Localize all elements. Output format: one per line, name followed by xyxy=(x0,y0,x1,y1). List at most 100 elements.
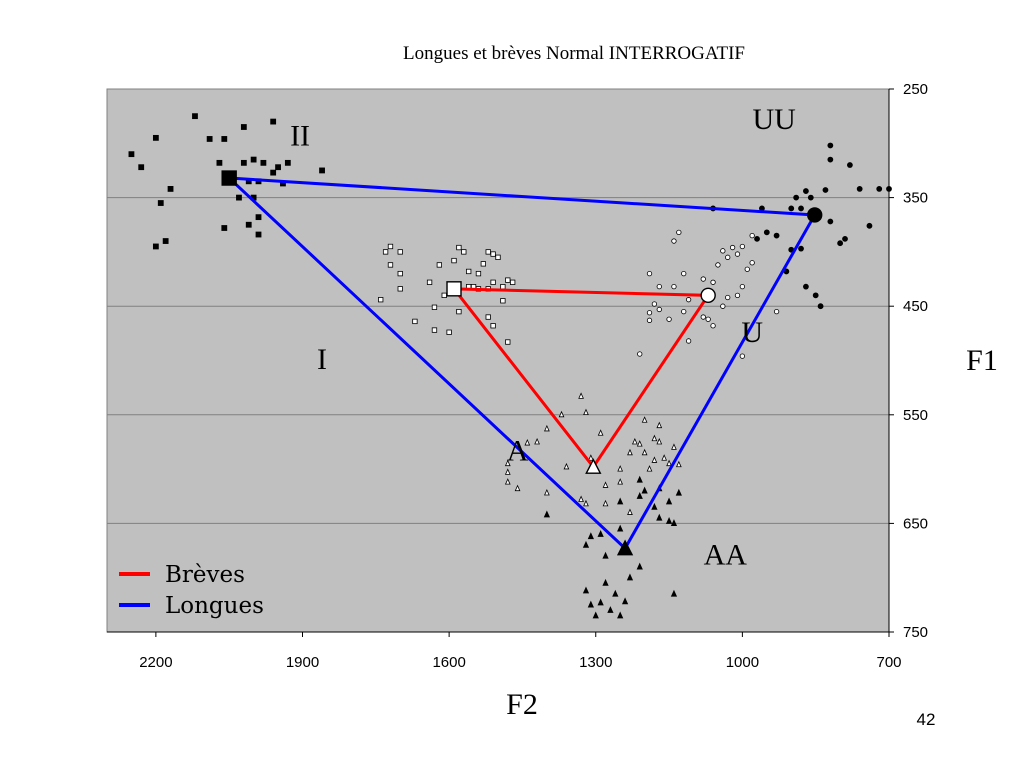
point-u-19 xyxy=(681,308,687,315)
point-uu-1 xyxy=(827,156,834,163)
point-u-5 xyxy=(739,243,746,250)
y-tick-label-350: 350 xyxy=(903,190,928,207)
point-aa-2 xyxy=(597,530,604,537)
point-u-16 xyxy=(656,284,662,290)
point-i-36 xyxy=(500,298,506,304)
point-i-30 xyxy=(485,314,491,320)
point-uu-15 xyxy=(788,205,795,212)
y-tick-label-550: 550 xyxy=(903,407,928,424)
point-a-34 xyxy=(563,462,570,470)
point-ii-24 xyxy=(245,221,252,228)
mean-marker-aa xyxy=(616,539,634,556)
point-i-2 xyxy=(397,249,403,255)
x-tick-label-1000: 1000 xyxy=(726,654,759,671)
point-i-32 xyxy=(412,318,418,325)
point-u-26 xyxy=(720,303,726,309)
point-ii-21 xyxy=(236,194,242,201)
mean-marker-uu xyxy=(807,207,823,223)
point-a-22 xyxy=(578,495,584,502)
point-aa-11 xyxy=(587,600,594,608)
point-a-35 xyxy=(617,465,624,472)
point-uu-12 xyxy=(773,232,780,239)
point-i-35 xyxy=(505,339,511,345)
point-a-4 xyxy=(534,437,540,445)
point-a-5 xyxy=(524,439,531,446)
point-a-2 xyxy=(558,410,565,418)
point-aa-25 xyxy=(636,475,643,483)
point-u-34 xyxy=(773,308,780,315)
axes xyxy=(107,88,894,637)
point-aa-4 xyxy=(582,540,590,548)
point-a-21 xyxy=(544,488,550,496)
point-a-0 xyxy=(578,392,584,399)
point-ii-1 xyxy=(128,151,135,158)
x-tick-label-1300: 1300 xyxy=(579,654,612,671)
point-ii-5 xyxy=(192,113,198,120)
point-u-17 xyxy=(651,301,658,307)
point-u-31 xyxy=(685,338,692,344)
y-axis-title: F1 xyxy=(966,344,998,377)
point-i-31 xyxy=(490,323,496,329)
point-a-1 xyxy=(583,408,589,416)
point-ii-9 xyxy=(216,159,223,166)
point-a-23 xyxy=(583,499,589,507)
point-aa-9 xyxy=(612,589,619,597)
mean-markers xyxy=(221,170,823,556)
polygon-brèves xyxy=(450,287,711,470)
point-a-17 xyxy=(675,460,682,468)
mean-marker-ii xyxy=(221,170,237,186)
point-ii-27 xyxy=(152,243,159,250)
point-i-0 xyxy=(387,243,394,250)
chart-title: Longues et brèves Normal INTERROGATIF xyxy=(403,43,745,64)
y-tick-label-450: 450 xyxy=(903,298,928,315)
vowel-label-u: U xyxy=(741,316,763,349)
point-a-13 xyxy=(651,434,658,442)
point-u-20 xyxy=(666,316,672,322)
point-aa-28 xyxy=(543,510,550,518)
point-u-23 xyxy=(700,314,706,320)
point-aa-24 xyxy=(641,486,648,494)
point-uu-19 xyxy=(866,222,873,229)
point-ii-18 xyxy=(319,167,325,174)
point-uu-23 xyxy=(817,303,824,310)
point-u-24 xyxy=(705,316,711,322)
point-a-9 xyxy=(631,437,638,445)
point-uu-20 xyxy=(876,186,883,192)
point-a-24 xyxy=(602,499,609,507)
point-u-29 xyxy=(725,294,731,301)
point-aa-13 xyxy=(617,611,624,619)
point-a-26 xyxy=(617,478,624,485)
point-aa-10 xyxy=(582,586,590,594)
point-u-15 xyxy=(646,270,653,277)
point-aa-18 xyxy=(656,513,663,521)
point-ii-23 xyxy=(221,225,228,231)
point-a-32 xyxy=(656,421,663,429)
point-aa-3 xyxy=(587,532,594,540)
point-u-3 xyxy=(729,244,736,251)
point-a-15 xyxy=(651,456,658,463)
point-uu-8 xyxy=(798,205,804,212)
point-ii-3 xyxy=(167,186,174,192)
point-i-9 xyxy=(475,270,482,277)
point-i-3 xyxy=(387,262,394,268)
point-i-6 xyxy=(461,249,467,255)
point-i-7 xyxy=(456,244,462,251)
point-u-18 xyxy=(685,297,692,303)
point-u-30 xyxy=(646,310,653,316)
point-ii-7 xyxy=(221,136,228,142)
point-u-25 xyxy=(710,323,716,329)
polygon-longues xyxy=(225,176,818,551)
point-i-17 xyxy=(490,279,496,285)
point-u-27 xyxy=(739,284,746,290)
point-uu-24 xyxy=(803,283,809,290)
point-i-1 xyxy=(382,249,389,255)
point-uu-4 xyxy=(822,187,829,193)
vowel-triangles xyxy=(225,176,818,551)
point-a-6 xyxy=(587,454,594,461)
vowel-label-a: A xyxy=(507,434,529,467)
point-i-33 xyxy=(431,327,438,333)
point-aa-17 xyxy=(651,502,658,510)
point-a-8 xyxy=(597,429,604,436)
point-ii-15 xyxy=(270,169,277,176)
point-aa-14 xyxy=(592,611,599,619)
